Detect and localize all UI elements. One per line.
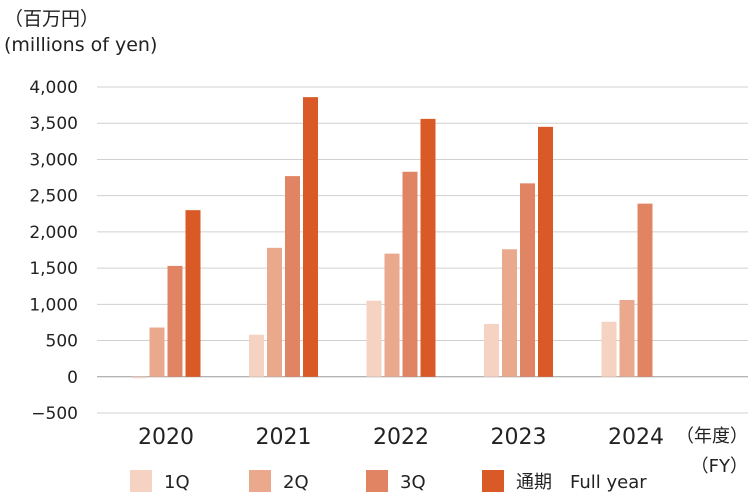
y-tick-label: 2,000 xyxy=(29,223,78,243)
x-category-label: 2023 xyxy=(491,425,547,450)
y-tick-label: 0 xyxy=(67,368,78,388)
bar-2022-2 xyxy=(384,253,400,377)
y-tick-label: 1,000 xyxy=(29,295,78,315)
bar-2021-3 xyxy=(285,176,300,377)
bar-2020-3 xyxy=(167,265,183,377)
y-unit-label-en: (millions of yen) xyxy=(4,34,158,56)
y-tick-label: 3,000 xyxy=(29,150,78,170)
legend-label: 2Q xyxy=(283,472,309,493)
bar-2023-3 xyxy=(520,183,535,377)
y-unit-label-jp: （百万円） xyxy=(4,8,100,30)
y-tick-label: −500 xyxy=(31,404,78,424)
bar-2021-1 xyxy=(249,334,264,377)
x-category-label: 2024 xyxy=(608,425,664,450)
bar-2021-2 xyxy=(267,247,282,377)
bar-2024-1 xyxy=(601,321,617,377)
bar-2024-2 xyxy=(619,299,635,377)
y-tick-label: 500 xyxy=(46,332,78,352)
x-category-labels: 2020 2021 2022 2023 2024 xyxy=(138,425,664,450)
bar-2020-2 xyxy=(149,327,165,377)
legend-item: 2Q xyxy=(249,470,309,493)
bar-2022-4 xyxy=(420,118,436,377)
x-unit-label-jp: （年度） xyxy=(676,426,748,447)
bar-2020-1 xyxy=(131,376,147,379)
bar-2023-2 xyxy=(502,249,517,377)
y-tick-label: 4,000 xyxy=(29,78,78,98)
bar-2023-4 xyxy=(538,126,553,377)
bar-2023-1 xyxy=(484,323,499,377)
y-tick-labels: 4,000 3,500 3,000 2,500 2,000 1,500 1,000 500 0 −… xyxy=(29,78,78,424)
y-tick-label: 1,500 xyxy=(29,259,78,279)
legend-swatch xyxy=(482,470,504,492)
y-tick-label: 3,500 xyxy=(29,114,78,134)
bar-2022-1 xyxy=(366,300,382,377)
legend-swatch xyxy=(130,470,152,492)
x-category-label: 2022 xyxy=(373,425,429,450)
y-tick-label: 2,500 xyxy=(29,187,78,207)
legend-item: 3Q xyxy=(366,470,426,493)
x-category-label: 2021 xyxy=(256,425,312,450)
x-category-label: 2020 xyxy=(138,425,194,450)
legend-swatch xyxy=(366,470,388,492)
bar-marks xyxy=(131,97,653,379)
bar-2020-4 xyxy=(185,210,201,377)
x-unit-label-en: （FY） xyxy=(691,456,748,477)
legend-swatch xyxy=(249,470,271,492)
legend-label: 3Q xyxy=(400,472,426,493)
bar-2022-3 xyxy=(402,171,418,377)
legend-label: 1Q xyxy=(164,472,190,493)
bar-2024-3 xyxy=(637,203,653,377)
legend-label: 通期 Full year xyxy=(516,472,647,493)
legend-item: 1Q xyxy=(130,470,190,493)
legend: 1Q 2Q 3Q 通期 Full year xyxy=(130,470,647,493)
legend-item: 通期 Full year xyxy=(482,470,647,493)
bar-2021-4 xyxy=(303,97,318,377)
